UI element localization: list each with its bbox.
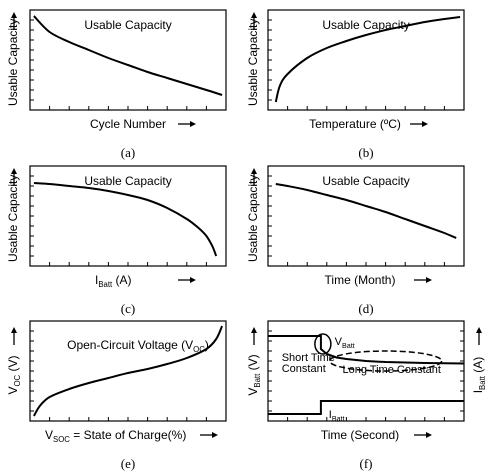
short-time-circle [314,333,332,355]
panel-label: (b) [358,145,373,160]
ibatt-annotation-sub: Batt [332,415,345,423]
long-time-ellipse [328,350,443,372]
chart-title-main: Open-Circuit Voltage (V [67,338,193,352]
x-axis-label-main: V [45,428,53,442]
x-axis-label: Cycle Number [90,117,166,131]
chart-title: Usable Capacity [322,174,409,188]
y2-axis-label-suffix: (A) [471,357,485,376]
chart-title: Usable Capacity [322,18,409,32]
panel-label: (e) [121,456,135,471]
chart-f: Time (Second)VBatt (V)(f)IBatt (A)VBattS… [246,320,487,471]
short-time-label-1: Short Time [282,352,335,364]
x-axis-label: Temperature (ºC) [309,117,401,131]
y-axis-label-main: V [6,387,20,395]
x-axis-label: Time (Month) [325,273,396,287]
vbatt-annotation: VBatt [335,336,355,350]
ibatt-annotation-main: I [329,409,332,421]
y-axis-label: VBatt (V) [246,354,262,395]
y-axis-label-sub: OC [13,374,22,386]
x-axis-arrow-head [422,121,428,127]
chart-title-sub: OC [193,345,205,354]
series-line-0 [274,16,461,103]
panel-label: (c) [121,301,135,316]
panel-label: (d) [358,301,373,316]
series-line-v [268,335,465,365]
ibatt-annotation: IBatt [329,409,345,423]
chart-title: Usable Capacity [84,174,171,188]
series-line-i [268,400,464,415]
x-axis-label-suffix: (A) [112,273,131,287]
y-axis-label-suffix: (V) [246,354,260,373]
vbatt-annotation-sub: Batt [342,342,355,350]
x-axis-arrow-head [190,277,196,283]
y2-axis-label-sub: Batt [478,375,487,390]
y-axis-label-suffix: (V) [6,355,20,374]
chart-e: Open-Circuit Voltage (VOC)VSOC = State o… [6,320,227,471]
vbatt-annotation-main: V [335,336,343,348]
y-axis-arrow-head [11,168,17,174]
y-axis-label-sub: Batt [253,373,262,388]
plot-frame [29,320,227,422]
long-time-label: Long Time Constant [342,364,440,376]
chart-b: Usable Capacity Temperature (ºC) Usable Ca… [246,9,465,160]
chart-title-suffix: ) [205,338,209,352]
series-line-0 [33,182,218,257]
chart-a: Usable Capacity Cycle Number Usable Capaci… [6,9,227,160]
y-axis-label: VOC (V) [6,355,22,394]
x-axis-label-main: I [95,273,98,287]
x-axis-label-sub: SOC [53,435,70,444]
y-axis-arrow-head [11,12,17,18]
chart-d: Usable Capacity Time (Month) Usable Capaci… [246,165,465,316]
y2-axis-label: IBatt (A) [471,357,487,394]
x-axis-arrow-head [212,432,218,438]
short-time-label-2: Constant [282,363,326,375]
panel-label: (f) [360,456,373,471]
y-axis-label: Usable Capacity [6,19,20,106]
panel-label: (a) [121,145,135,160]
y-axis-label: Usable Capacity [246,19,260,106]
chart-title: Usable Capacity [84,18,171,32]
y-axis-label-main: V [246,388,260,396]
x-axis-arrow-head [426,432,432,438]
x-axis-label: Time (Second) [321,428,399,442]
x-axis-label-suffix: = State of Charge(%) [70,428,186,442]
x-axis-label-sub: Batt [98,280,113,289]
y-axis-arrow-head [251,168,257,174]
y-axis-arrow-head [251,327,257,333]
x-axis-label: VSOC = State of Charge(%) [45,428,186,444]
chart-c: Usable Capacity IBatt (A) Usable Capacity (… [6,165,227,316]
x-axis-label: IBatt (A) [95,273,132,289]
x-axis-arrow-head [426,277,432,283]
chart-title: Open-Circuit Voltage (VOC) [67,338,209,354]
y-axis-label: Usable Capacity [6,175,20,262]
y-axis-arrow-head [11,327,17,333]
x-axis-arrow-head [190,121,196,127]
y-axis-label: Usable Capacity [246,175,260,262]
series-line-0 [33,325,224,417]
y2-axis-arrow-head [476,327,482,333]
series-line-0 [275,183,457,239]
y-axis-arrow-head [251,12,257,18]
y2-axis-label-main: I [471,390,485,393]
series-line-0 [33,15,223,96]
